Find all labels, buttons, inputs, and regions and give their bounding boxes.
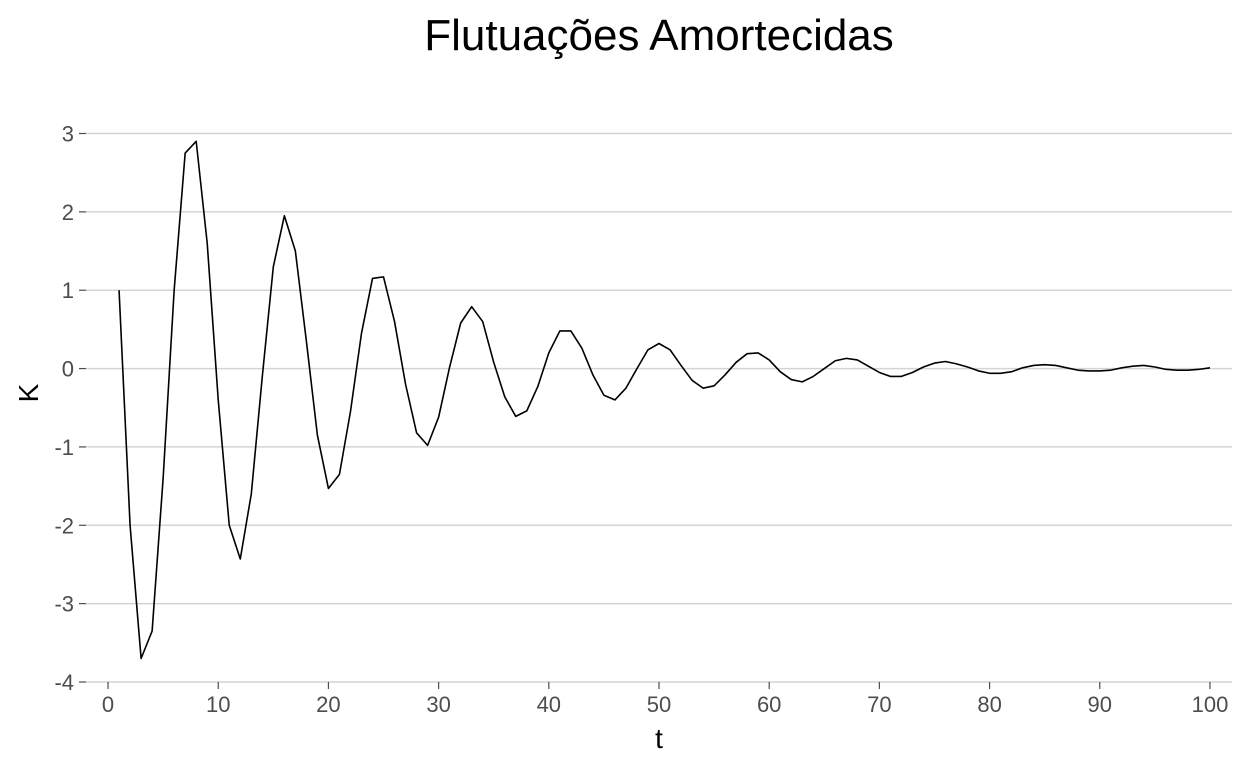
y-axis-label: K xyxy=(13,383,44,402)
x-tick-label: 20 xyxy=(316,692,340,717)
x-axis-label: t xyxy=(655,723,663,754)
x-tick-label: 60 xyxy=(757,692,781,717)
x-tick-label: 90 xyxy=(1088,692,1112,717)
chart-title: Flutuações Amortecidas xyxy=(424,11,894,60)
x-tick-label: 100 xyxy=(1192,692,1229,717)
y-tick-label: -4 xyxy=(54,670,74,695)
y-tick-label: -2 xyxy=(54,513,74,538)
x-tick-label: 10 xyxy=(206,692,230,717)
y-tick-label: 3 xyxy=(62,122,74,147)
series-layer xyxy=(118,140,1211,660)
x-tick-label: 40 xyxy=(537,692,561,717)
x-tick-label: 0 xyxy=(102,692,114,717)
grid-lines xyxy=(86,132,1232,683)
x-tick-label: 70 xyxy=(867,692,891,717)
y-tick-label: -3 xyxy=(54,592,74,617)
y-tick-label: 0 xyxy=(62,357,74,382)
y-tick-label: -1 xyxy=(54,435,74,460)
x-tick-label: 30 xyxy=(426,692,450,717)
y-tick-label: 1 xyxy=(62,278,74,303)
y-tick-label: 2 xyxy=(62,200,74,225)
x-tick-label: 50 xyxy=(647,692,671,717)
series-line-K xyxy=(118,140,1211,660)
x-tick-label: 80 xyxy=(977,692,1001,717)
